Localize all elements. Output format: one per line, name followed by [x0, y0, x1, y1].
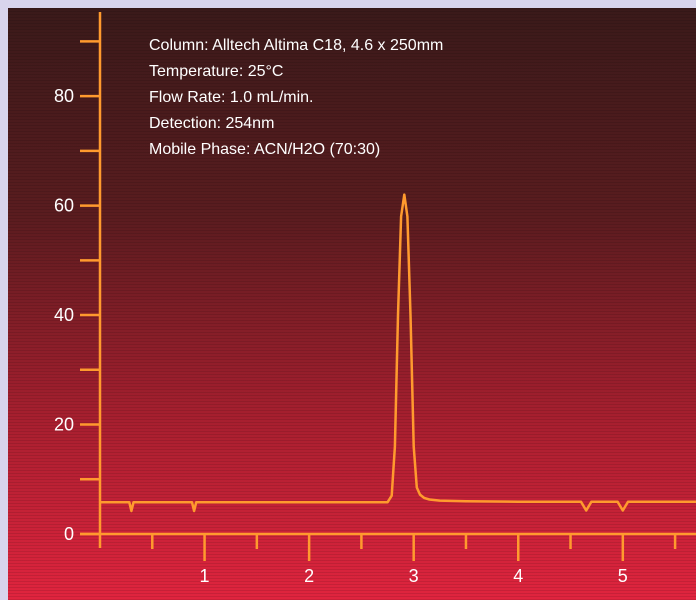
- x-tick-label: 1: [200, 566, 210, 586]
- axes: 0 20 40 60 80 1 2 3 4 5: [54, 12, 696, 586]
- annotation-line: Mobile Phase: ACN/H2O (70:30): [149, 141, 380, 158]
- series-line: [100, 193, 696, 513]
- annotation-line: Detection: 254nm: [149, 115, 274, 132]
- chart-background: Column: Alltech Altima C18, 4.6 x 250mm T…: [8, 8, 696, 600]
- y-tick-label: 20: [54, 415, 74, 435]
- annotation-line: Column: Alltech Altima C18, 4.6 x 250mm: [149, 37, 443, 54]
- x-tick-label: 3: [409, 566, 419, 586]
- x-tick-label: 4: [513, 566, 523, 586]
- y-tick-label: 0: [64, 524, 74, 544]
- y-tick-label: 80: [54, 86, 74, 106]
- plot-area: [100, 193, 696, 513]
- x-tick-label: 5: [618, 566, 628, 586]
- annotation-line: Temperature: 25°C: [149, 63, 283, 80]
- x-tick-label: 2: [304, 566, 314, 586]
- y-tick-label: 40: [54, 305, 74, 325]
- y-tick-label: 60: [54, 196, 74, 216]
- method-conditions: Column: Alltech Altima C18, 4.6 x 250mm T…: [149, 37, 443, 158]
- chromatogram-chart: Column: Alltech Altima C18, 4.6 x 250mm T…: [54, 12, 696, 586]
- annotation-line: Flow Rate: 1.0 mL/min.: [149, 89, 314, 106]
